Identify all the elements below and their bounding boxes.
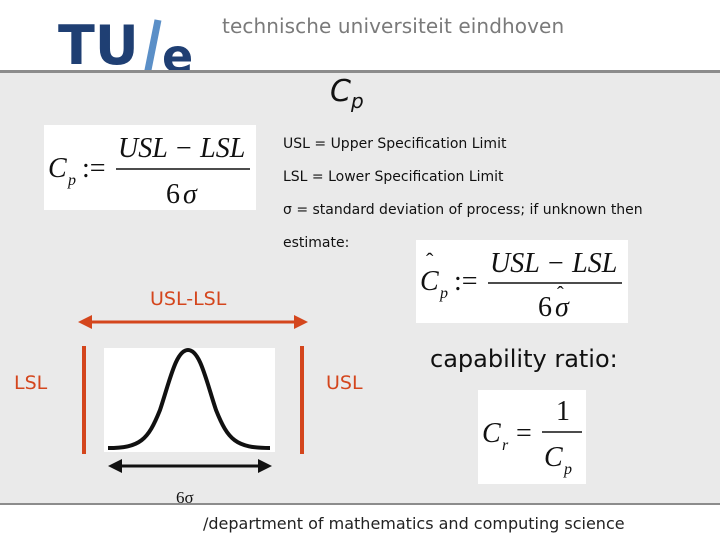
svg-text:6: 6 bbox=[166, 179, 180, 210]
header-rule bbox=[0, 70, 720, 73]
university-name: technische universiteit eindhoven bbox=[222, 14, 565, 38]
svg-text:p: p bbox=[67, 172, 76, 189]
cp-hat-formula: C ˆ p := USL − LSL 6 σ ˆ bbox=[416, 240, 628, 323]
svg-text:=: = bbox=[516, 418, 532, 449]
header: TU e technische universiteit eindhoven bbox=[0, 0, 720, 83]
range-arrow-left-head bbox=[78, 315, 92, 329]
definition-estimate: estimate: bbox=[283, 235, 350, 251]
usl-label: USL bbox=[326, 372, 363, 394]
svg-text:ˆ: ˆ bbox=[557, 283, 564, 305]
svg-text:C: C bbox=[482, 418, 501, 449]
definition-usl: USL = Upper Specification Limit bbox=[283, 136, 507, 152]
svg-text:6: 6 bbox=[538, 292, 552, 323]
capability-ratio-label: capability ratio: bbox=[430, 345, 618, 373]
sigma-arrow-left-head bbox=[108, 459, 122, 473]
definition-sigma: σ = standard deviation of process; if un… bbox=[283, 202, 643, 218]
svg-text:r: r bbox=[502, 437, 509, 454]
slide-title: Cp bbox=[330, 74, 364, 113]
svg-text::=: := bbox=[82, 153, 106, 184]
distribution-diagram bbox=[78, 315, 308, 473]
svg-text:σ: σ bbox=[183, 179, 198, 210]
svg-text:1: 1 bbox=[556, 396, 570, 427]
svg-text:USL − LSL: USL − LSL bbox=[118, 133, 245, 164]
footer-text: /department of mathematics and computing… bbox=[203, 514, 625, 533]
lsl-label: LSL bbox=[14, 372, 48, 394]
sigma-label: 6σ bbox=[176, 488, 194, 507]
sigma-arrow-right-head bbox=[258, 459, 272, 473]
svg-text:p: p bbox=[563, 461, 572, 478]
cp-formula: C p := USL − LSL 6 σ bbox=[44, 125, 256, 210]
svg-text:USL − LSL: USL − LSL bbox=[490, 248, 617, 279]
svg-text:C: C bbox=[420, 266, 439, 297]
svg-text:p: p bbox=[439, 285, 448, 302]
svg-text::=: := bbox=[454, 266, 478, 297]
cr-formula: C r = 1 C p bbox=[478, 390, 586, 484]
definition-lsl: LSL = Lower Specification Limit bbox=[283, 169, 504, 185]
bell-curve bbox=[107, 347, 271, 450]
logo-tu: TU bbox=[58, 14, 139, 77]
svg-text:ˆ: ˆ bbox=[426, 248, 434, 273]
range-label: USL-LSL bbox=[150, 288, 227, 310]
footer bbox=[0, 505, 720, 540]
svg-text:σ: σ bbox=[555, 292, 570, 323]
svg-text:C: C bbox=[544, 442, 563, 473]
range-arrow-right-head bbox=[294, 315, 308, 329]
curve-box bbox=[104, 348, 275, 452]
tue-logo: TU e bbox=[58, 14, 193, 83]
footer-rule bbox=[0, 503, 720, 505]
svg-text:C: C bbox=[48, 153, 67, 184]
